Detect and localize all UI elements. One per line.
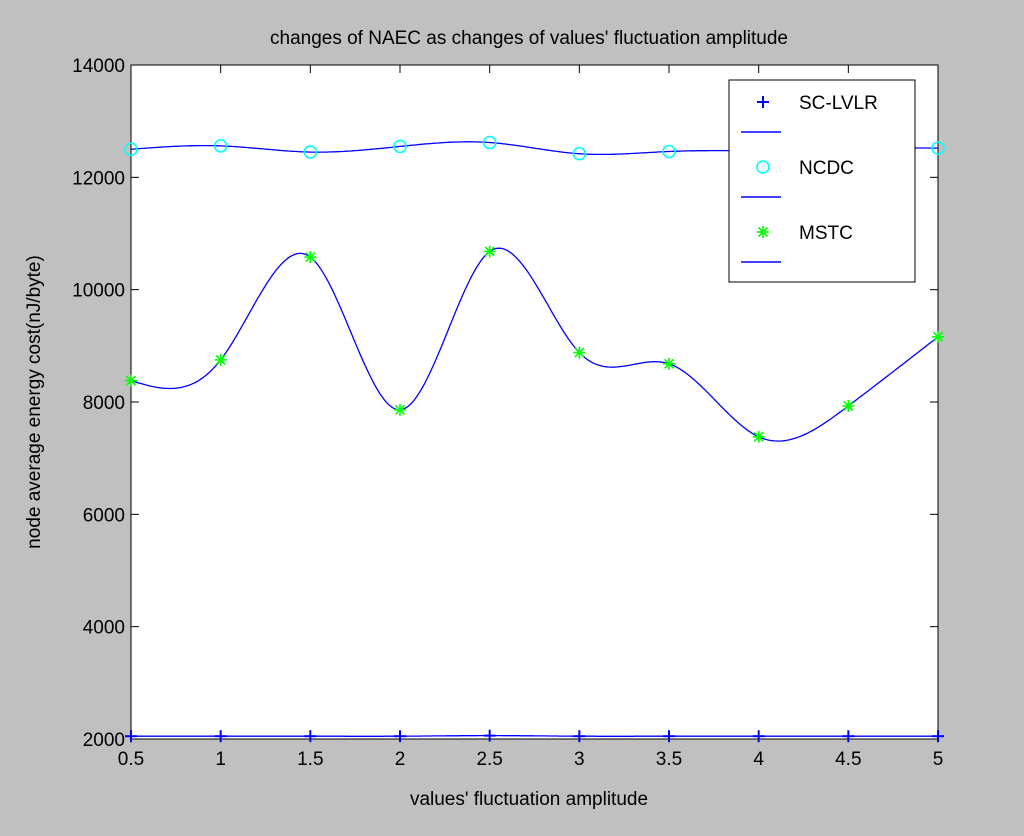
point-ncdc <box>393 139 407 154</box>
x-tick-label: 1.5 <box>297 749 323 770</box>
y-tick-label: 10000 <box>72 281 125 302</box>
point-ncdc-ring <box>393 139 407 154</box>
point-mstc <box>573 346 586 359</box>
point-ncdc <box>303 145 318 159</box>
legend-marker-ncdc-ring <box>756 160 770 174</box>
point-ncdc-ring <box>124 142 138 157</box>
legend-box <box>728 79 916 283</box>
y-tick-label: 8000 <box>83 393 125 414</box>
series-line-mstc <box>130 247 939 442</box>
point-mstc-d <box>663 358 675 369</box>
point-ncdc-ring <box>303 145 318 159</box>
x-tick-label: 3 <box>574 749 585 770</box>
y-tick-label: 12000 <box>72 168 125 189</box>
point-sc-lvlr <box>663 730 675 743</box>
point-ncdc <box>931 141 945 155</box>
point-sc-lvlr <box>932 730 944 743</box>
point-ncdc-ring <box>572 146 587 161</box>
point-mstc <box>214 353 227 366</box>
point-sc-lvlr <box>214 730 227 743</box>
point-sc-lvlr <box>483 729 496 742</box>
x-tick-label: 4 <box>753 749 764 770</box>
point-mstc <box>483 245 496 258</box>
x-tick-label: 3.5 <box>656 749 682 770</box>
y-axis-label: node average energy cost(nJ/byte) <box>24 255 45 549</box>
point-ncdc-ring <box>482 135 497 150</box>
axis-ticks: 0.5 1 1.5 2 2.5 3 3.5 4 4.5 5 2000 4000 6000 8000 1000… <box>72 56 943 770</box>
point-ncdc-ring <box>662 144 676 159</box>
point-sc-lvlr <box>394 730 406 743</box>
x-tick-label: 0.5 <box>118 749 144 770</box>
point-mstc <box>842 399 855 412</box>
point-mstc-d <box>574 347 585 358</box>
point-mstc-d <box>484 246 495 257</box>
point-ncdc <box>482 135 497 150</box>
point-mstc-d <box>753 431 764 442</box>
point-ncdc <box>662 144 676 159</box>
x-tick-label: 5 <box>933 749 944 770</box>
y-tick-label: 2000 <box>83 730 125 751</box>
point-sc-lvlr <box>304 730 317 743</box>
point-mstc-d <box>843 400 854 411</box>
legend-marker-ncdc <box>756 160 770 174</box>
x-tick-label: 2.5 <box>476 749 502 770</box>
legend-marker-sc-lvlr <box>757 96 769 108</box>
point-mstc-d <box>125 375 137 386</box>
point-mstc-d <box>394 404 406 415</box>
point-mstc <box>932 330 944 343</box>
legend-marker-mstc-d <box>757 226 769 238</box>
x-tick-label: 2 <box>395 749 406 770</box>
legend-label-mstc: MSTC <box>799 223 853 244</box>
legend-label-sc-lvlr: SC-LVLR <box>799 93 878 114</box>
point-ncdc-ring <box>213 139 228 153</box>
point-ncdc <box>213 139 228 153</box>
point-mstc <box>663 357 675 370</box>
x-tick-label: 1 <box>215 749 226 770</box>
point-sc-lvlr <box>752 730 765 743</box>
point-ncdc <box>572 146 587 161</box>
point-mstc <box>304 251 317 264</box>
legend: SC-LVLR NCDC MSTC <box>728 79 916 283</box>
y-tick-label: 14000 <box>72 56 125 77</box>
point-mstc-d <box>932 331 944 342</box>
chart-title: changes of NAEC as changes of values' fl… <box>270 28 788 49</box>
point-sc-lvlr <box>125 730 137 743</box>
legend-label-ncdc: NCDC <box>799 158 854 179</box>
point-sc-lvlr <box>573 730 586 743</box>
point-sc-lvlr <box>842 730 855 743</box>
point-mstc <box>394 403 406 416</box>
point-mstc-d <box>305 252 316 263</box>
y-tick-label: 6000 <box>83 505 125 526</box>
legend-marker-mstc <box>757 226 769 238</box>
y-tick-label: 4000 <box>83 618 125 639</box>
point-ncdc <box>124 142 138 157</box>
point-mstc <box>125 374 137 387</box>
x-tick-label: 4.5 <box>835 749 861 770</box>
point-ncdc-ring <box>931 141 945 155</box>
point-mstc-d <box>215 354 226 365</box>
series-line-sc-lvlr <box>131 734 938 737</box>
x-axis-label: values' fluctuation amplitude <box>410 789 648 810</box>
point-mstc <box>752 430 765 443</box>
